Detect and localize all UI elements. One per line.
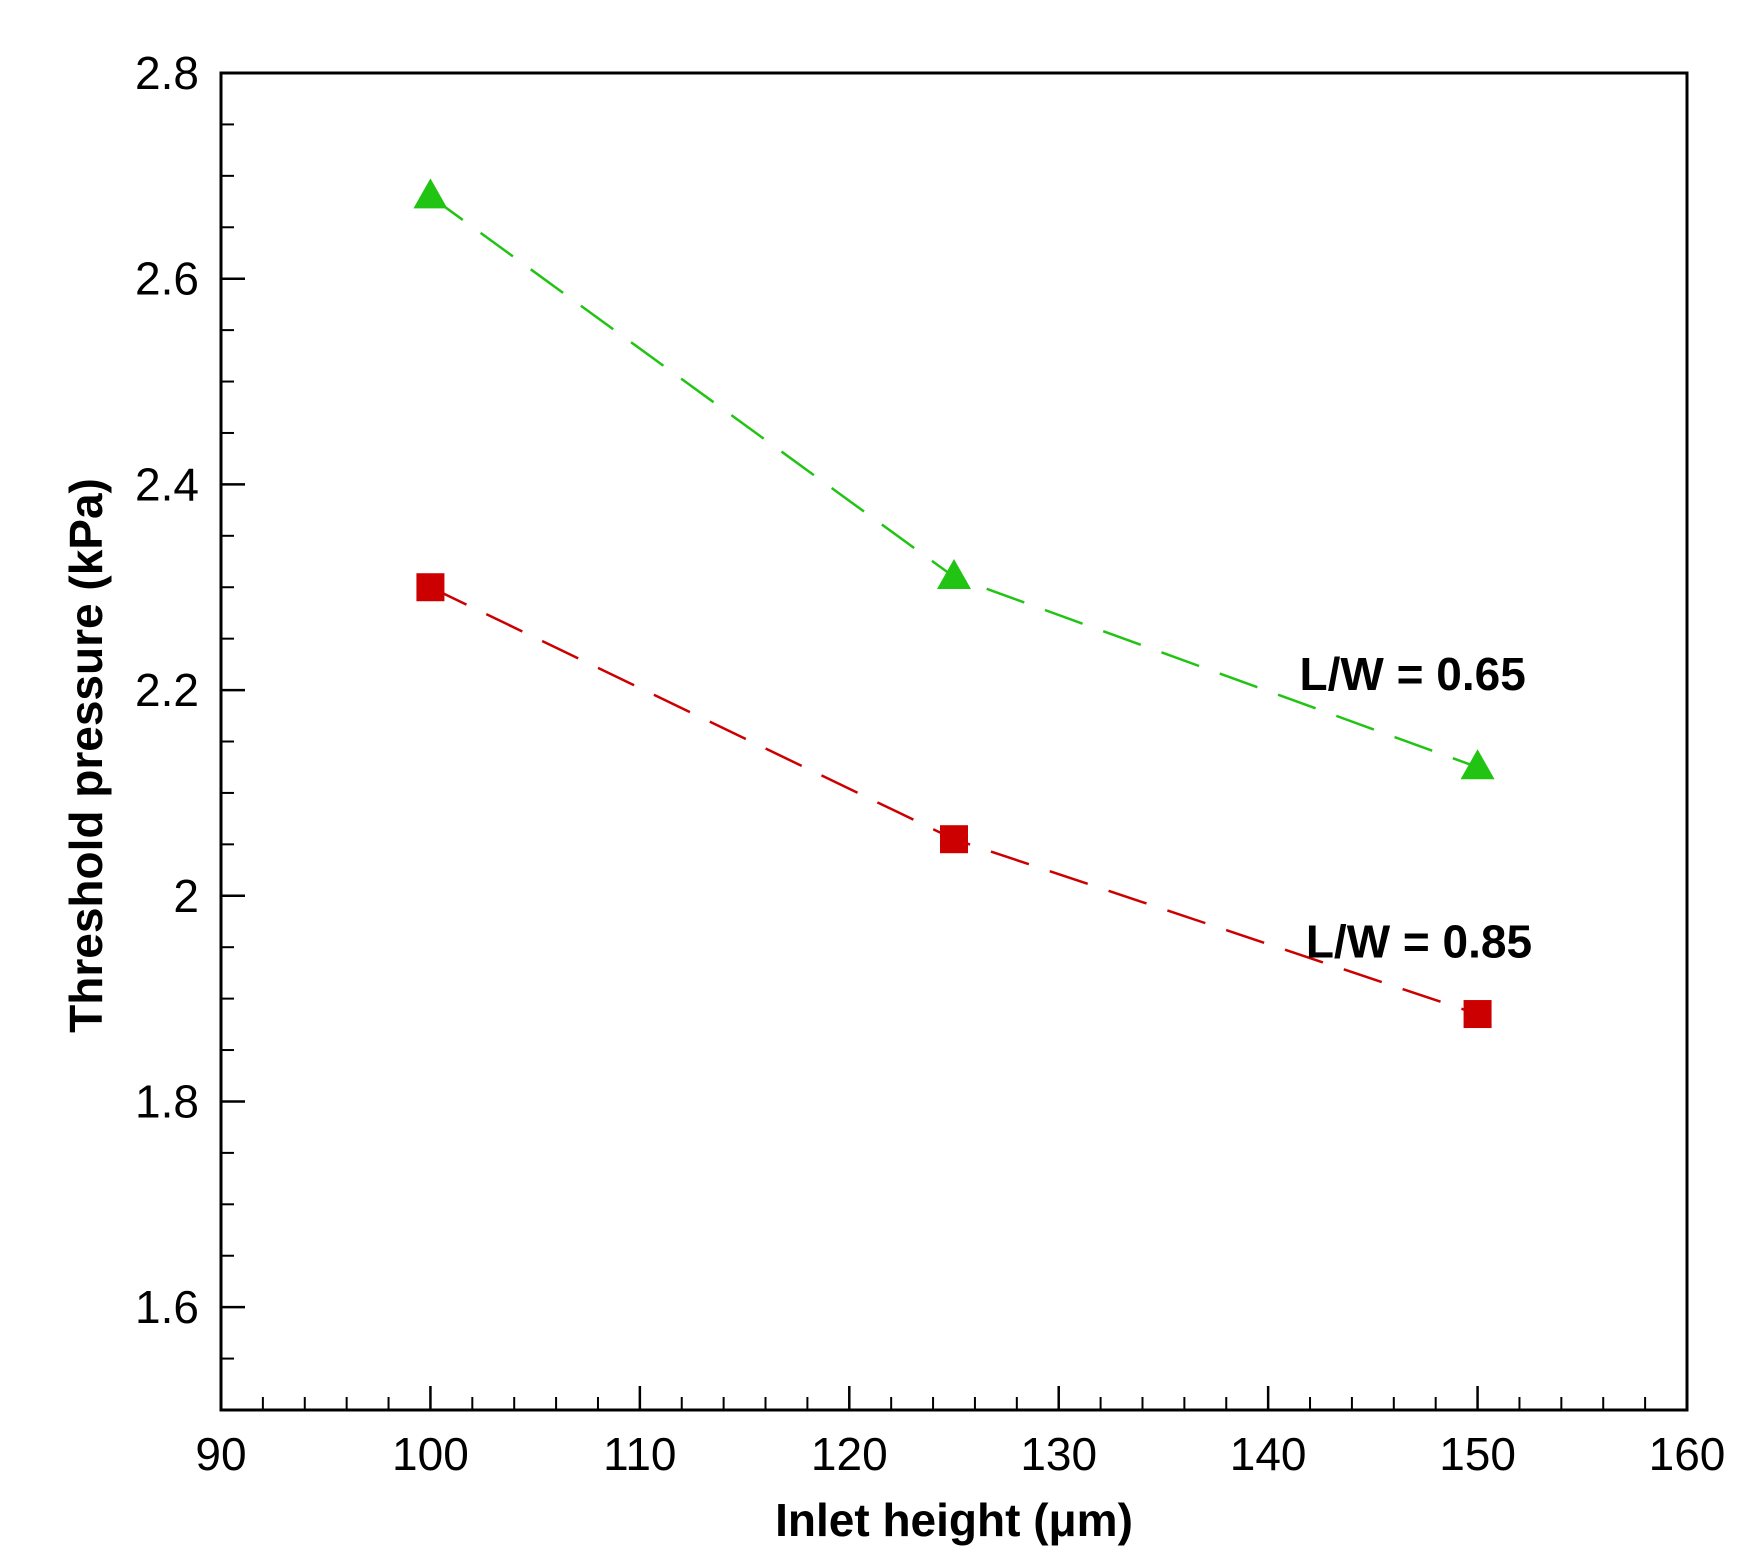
series-1 (413, 178, 1495, 780)
y-tick-label: 2.8 (135, 47, 199, 99)
annotations-layer: L/W = 0.65 L/W = 0.85 (1300, 648, 1533, 967)
x-tick-label: 150 (1439, 1428, 1516, 1480)
y-tick-label: 2 (173, 870, 199, 922)
y-tick-label: 2.4 (135, 458, 199, 510)
y-tick-labels: 1.6 1.8 2 2.2 2.4 2.6 2.8 (135, 47, 199, 1333)
x-tick-label: 100 (392, 1428, 469, 1480)
x-tick-label: 110 (603, 1428, 676, 1480)
y-axis-title: Threshold pressure (kPa) (60, 478, 112, 1033)
series-annotation-label: L/W = 0.85 (1306, 915, 1532, 967)
x-tick-labels: 90 100 110 120 130 140 150 160 (195, 1428, 1725, 1480)
x-tick-label: 130 (1020, 1428, 1097, 1480)
x-axis-title: Inlet height (μm) (775, 1494, 1133, 1546)
y-tick-label: 2.2 (135, 664, 199, 716)
data-point-square (416, 573, 445, 602)
x-tick-label: 160 (1649, 1428, 1726, 1480)
plot-frame (219, 71, 1689, 1412)
series-layer (413, 178, 1495, 1029)
x-tick-label: 90 (195, 1428, 246, 1480)
major-ticks (219, 71, 1689, 1410)
data-point-triangle (413, 178, 448, 209)
minor-ticks (221, 123, 1647, 1411)
x-tick-label: 140 (1230, 1428, 1307, 1480)
data-point-triangle (937, 558, 971, 589)
data-point-square (1463, 1000, 1492, 1029)
y-tick-label: 2.6 (135, 253, 199, 305)
x-tick-label: 120 (811, 1428, 888, 1480)
series-annotation-label: L/W = 0.65 (1300, 648, 1526, 700)
y-tick-label: 1.6 (135, 1281, 199, 1333)
data-point-triangle (1460, 749, 1495, 780)
y-tick-label: 1.8 (135, 1075, 199, 1127)
data-point-square (940, 825, 968, 854)
series-2 (416, 573, 1492, 1029)
